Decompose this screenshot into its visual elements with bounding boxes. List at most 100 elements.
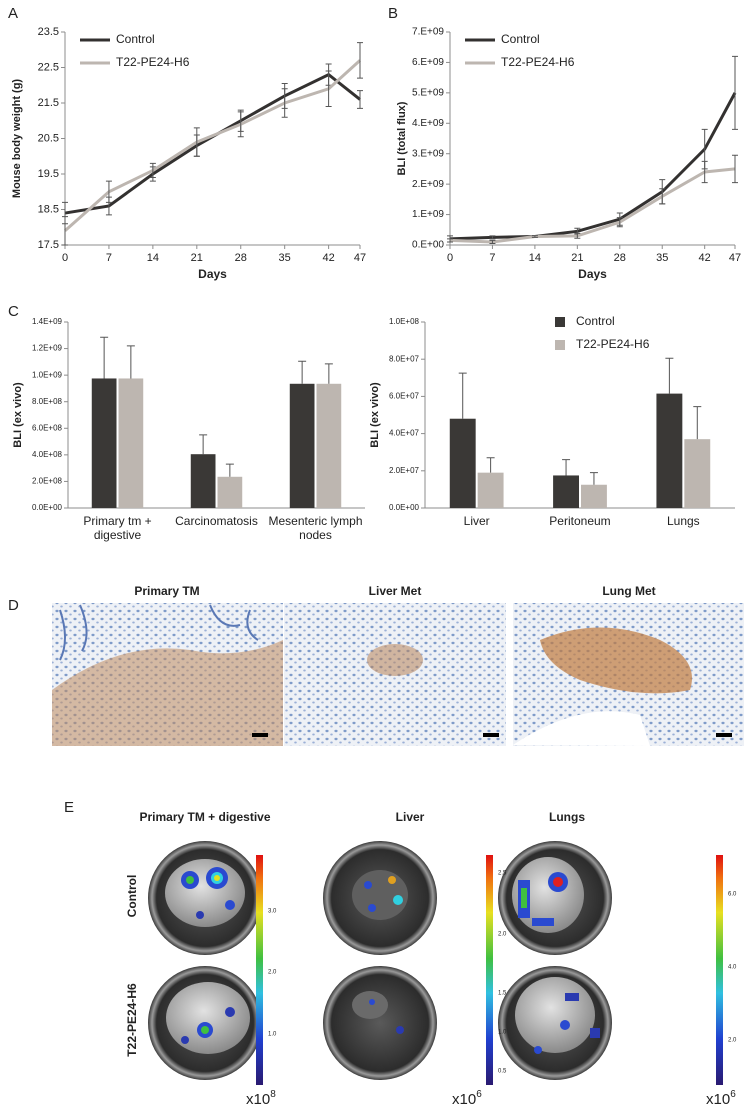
- x-tick-label: Peritoneum: [549, 514, 611, 528]
- y-tick-label: 20.5: [38, 132, 59, 144]
- y-tick-label: 1.0E+09: [32, 370, 63, 379]
- legend-label: Control: [501, 32, 540, 46]
- bar: [477, 472, 504, 508]
- bar: [217, 476, 243, 508]
- y-tick-label: 6.0E+08: [32, 423, 63, 432]
- x-tick-label-box: Liver: [463, 514, 490, 528]
- column-title: Liver: [396, 810, 425, 824]
- error-bar: [149, 162, 156, 179]
- y-axis-label: BLI (ex vivo): [12, 382, 24, 448]
- y-axis-label: BLI (ex vivo): [369, 382, 381, 448]
- x-tick-label-box: Lungs: [666, 514, 700, 528]
- y-tick-label: 22.5: [38, 61, 59, 73]
- dish-image: [498, 841, 612, 955]
- dish-image: [148, 966, 262, 1080]
- error-bar: [489, 239, 496, 244]
- x-tick-label: Lungs: [666, 514, 700, 528]
- panel-label: B: [388, 5, 398, 22]
- colorbar-tick: 2.0: [728, 1038, 737, 1044]
- y-tick-label: 17.5: [38, 239, 59, 251]
- error-bar: [447, 238, 453, 243]
- error-bar: [199, 434, 208, 455]
- series-line: [449, 92, 737, 241]
- x-tick-label: 21: [571, 252, 583, 264]
- y-tick-label: 19.5: [38, 168, 59, 180]
- y-tick-label: 3.E+09: [412, 148, 444, 159]
- legend-label: T22-PE24-H6: [501, 55, 575, 69]
- y-tick-label: 23.5: [38, 26, 59, 38]
- x-tick-label: 35: [279, 252, 291, 264]
- error-bar: [100, 336, 109, 379]
- error-bar: [193, 127, 200, 157]
- y-tick-label: 18.5: [38, 203, 59, 215]
- bar: [118, 378, 144, 508]
- legend-label: Control: [576, 314, 615, 328]
- colorbar-tick: 6.0: [728, 892, 737, 898]
- dish-image: [148, 841, 262, 955]
- image-title: Primary TM: [134, 584, 199, 598]
- x-tick-label: 0: [447, 252, 453, 264]
- error-bar: [298, 360, 307, 384]
- unit-exponent: 6: [730, 1089, 736, 1100]
- x-tick-label: 21: [191, 252, 203, 264]
- y-tick-label: 1.2E+09: [32, 344, 63, 353]
- colorbar-tick: 2.0: [498, 932, 507, 938]
- x-tick-label-box: Carcinomatosis: [175, 514, 258, 528]
- y-tick-label: 2.0E+08: [32, 477, 63, 486]
- panel-label: C: [8, 303, 19, 320]
- colorbar-tick: 3.0: [268, 909, 277, 915]
- panel-label: D: [8, 597, 19, 614]
- x-tick-label: Mesenteric lymph nodes: [268, 514, 363, 542]
- bar: [684, 439, 711, 508]
- error-bar: [665, 357, 674, 394]
- colorbar-tick: 2.5: [498, 871, 507, 877]
- error-bar: [693, 406, 702, 440]
- error-bar: [486, 457, 495, 473]
- y-tick-label: 1.E+09: [412, 209, 444, 220]
- unit-exponent: 6: [476, 1089, 482, 1100]
- error-bar: [589, 472, 598, 485]
- colorbar-unit: x108: [246, 1089, 276, 1108]
- y-tick-label: 8.0E+07: [389, 354, 420, 363]
- x-tick-label: Liver: [463, 514, 490, 528]
- error-bar: [616, 217, 623, 228]
- dish-image: [323, 966, 437, 1080]
- colorbar-tick: 4.0: [728, 965, 737, 971]
- x-axis-label: Days: [578, 267, 607, 281]
- column-title: Lungs: [549, 810, 585, 824]
- x-tick-label: 47: [354, 252, 366, 264]
- colorbar-tick: 1.0: [268, 1032, 277, 1038]
- bar: [553, 475, 579, 508]
- unit-exponent: 8: [270, 1089, 276, 1100]
- y-tick-label: 1.4E+09: [32, 317, 63, 326]
- y-axis-label: BLI (total flux): [396, 101, 408, 175]
- legend-label: T22-PE24-H6: [116, 55, 190, 69]
- x-tick-label: 14: [147, 252, 159, 264]
- error-bar: [225, 463, 234, 477]
- y-tick-label: 2.E+09: [412, 179, 444, 190]
- colorbar-unit: x106: [706, 1089, 736, 1108]
- error-bar: [105, 180, 112, 203]
- bar: [581, 484, 607, 508]
- y-tick-label: 0.0E+00: [32, 503, 63, 512]
- x-tick-label: 7: [489, 252, 495, 264]
- bar: [656, 393, 683, 508]
- unit-multiplier: x10: [452, 1091, 476, 1108]
- bar: [449, 418, 476, 508]
- dish-image: [498, 966, 612, 1080]
- y-tick-label: 0.E+00: [412, 240, 444, 251]
- bar: [316, 383, 342, 508]
- bar: [190, 454, 216, 508]
- histology-image: [284, 603, 506, 746]
- error-bar: [489, 235, 496, 240]
- unit-multiplier: x10: [706, 1091, 730, 1108]
- error-bar: [357, 90, 363, 109]
- error-bar: [458, 372, 467, 419]
- bar: [289, 383, 315, 508]
- x-tick-label-box: Mesenteric lymph nodes: [268, 514, 363, 542]
- colorbar-tick: 1.5: [498, 991, 507, 997]
- x-tick-label: 28: [614, 252, 626, 264]
- x-tick-label: 42: [322, 252, 334, 264]
- histology-image: [52, 603, 283, 746]
